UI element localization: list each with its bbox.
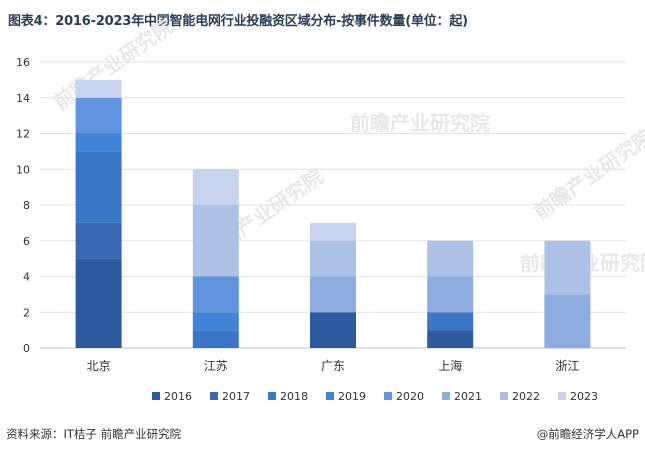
legend-swatch [210,392,218,400]
y-tick-label: 6 [23,235,30,248]
y-axis: 0 2 4 6 8 10 12 14 16 [16,56,30,355]
bar-segment [310,276,356,313]
bar-segment [192,169,239,205]
legend-label: 2021 [454,390,482,403]
bar-segment [427,240,474,277]
y-tick-label: 14 [16,92,30,105]
bar-segment [75,258,122,348]
bar-segment [192,205,239,277]
source-note: 资料来源：IT桔子 前瞻产业研究院 [6,427,182,441]
legend-swatch [152,392,160,400]
bar-segment [427,312,474,331]
bar-segment [310,312,356,348]
bar-segment [75,97,122,134]
legend-swatch [326,392,334,400]
bar-segment [544,240,591,295]
x-tick-label: 上海 [438,358,462,373]
y-tick-label: 4 [23,271,30,284]
watermark-text: 前瞻产业研究院 [529,124,645,224]
legend-label: 2017 [222,390,250,403]
bar-layer [75,79,591,348]
y-tick-label: 10 [16,163,30,176]
chart-title: 图表4：2016-2023年中国智能电网行业投融资区域分布-按事件数量(单位：起… [8,14,468,29]
credit-note: @前瞻经济学人APP [536,427,639,441]
bar-segment [192,330,239,348]
x-tick-label: 江苏 [204,359,228,373]
bar-segment [427,330,474,348]
bar-segment [544,294,591,348]
legend-label: 2023 [570,390,598,403]
y-tick-label: 0 [23,342,30,355]
legend-label: 2019 [338,390,366,403]
y-tick-label: 8 [23,199,30,212]
legend-swatch [442,392,450,400]
legend-swatch [500,392,508,400]
watermark-text: 前瞻产业研究院 [350,111,490,135]
bar-segment [75,222,122,259]
y-tick-label: 16 [16,56,30,69]
legend-label: 2020 [396,390,424,403]
x-axis: 北京 江苏 广东 上海 浙江 [87,358,580,373]
y-tick-label: 12 [16,128,30,141]
bar-segment [192,312,239,331]
bar-segment [427,276,474,313]
x-tick-label: 北京 [87,359,111,373]
y-tick-label: 2 [23,306,30,319]
bar-segment [75,151,122,223]
legend-label: 2018 [280,390,308,403]
legend-label: 2016 [164,390,192,403]
bar-segment [75,133,122,152]
bar-segment [310,240,356,277]
bar-segment [310,222,356,241]
legend-swatch [384,392,392,400]
legend-swatch [268,392,276,400]
x-tick-label: 广东 [321,359,345,373]
bar-segment [75,79,122,98]
x-tick-label: 浙江 [555,359,579,373]
legend: 2016 2017 2018 2019 2020 2021 2022 2023 [152,390,598,403]
legend-label: 2022 [512,390,540,403]
bar-segment [192,276,239,313]
legend-swatch [558,392,566,400]
